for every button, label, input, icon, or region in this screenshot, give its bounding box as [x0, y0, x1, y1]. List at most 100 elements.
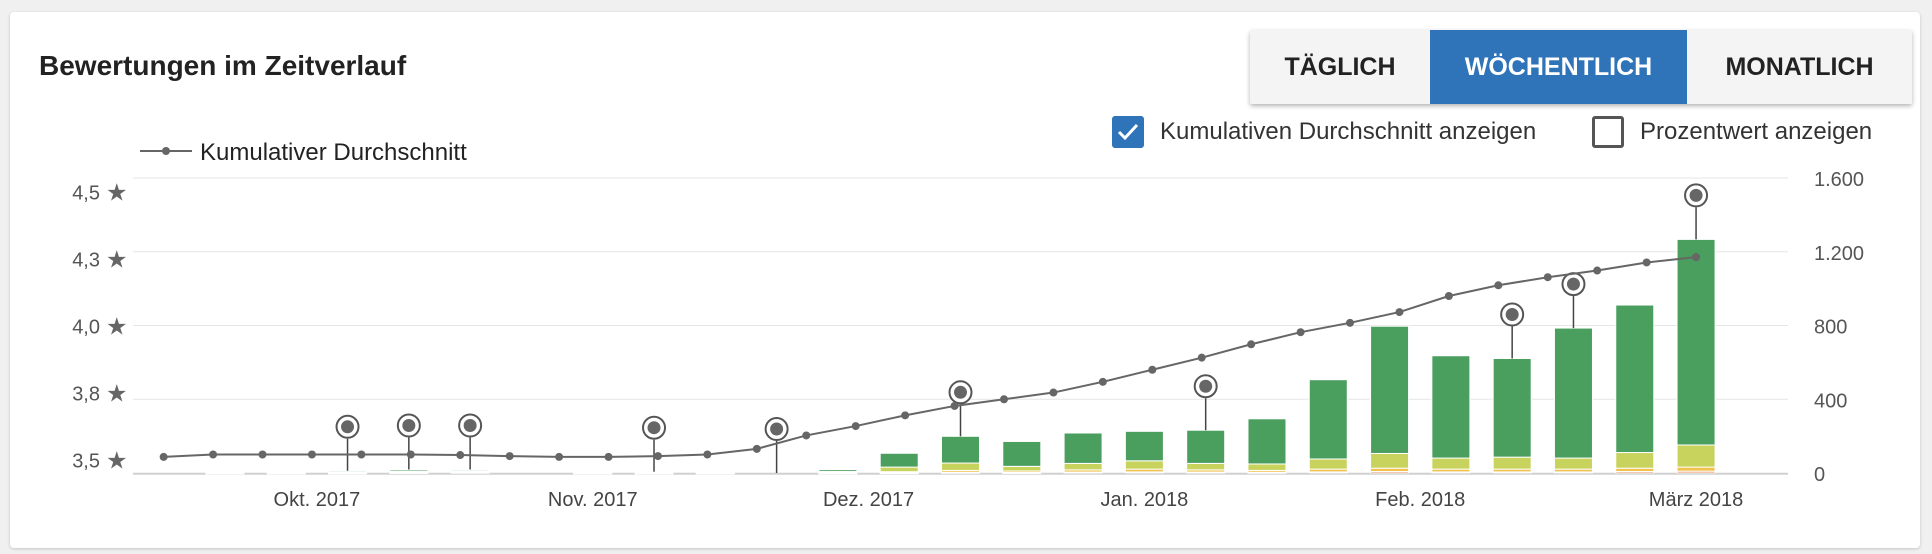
note-marker-icon	[1566, 277, 1580, 291]
bar-segment	[1553, 457, 1593, 470]
bar-segment	[1615, 304, 1655, 454]
cumulative-average-point	[851, 422, 860, 431]
bar-segment	[879, 466, 919, 473]
bar-segment	[1676, 444, 1716, 468]
bar-segment	[940, 462, 981, 471]
cumulative-average-point	[1098, 377, 1107, 386]
bar-segment	[1553, 327, 1593, 459]
bar-segment	[1615, 452, 1655, 469]
bar-segment	[450, 468, 490, 472]
note-marker-icon	[341, 420, 355, 434]
cumulative-average-point	[456, 451, 465, 460]
ratings-over-time-card: Bewertungen im Zeitverlauf TÄGLICH WÖCHE…	[10, 12, 1920, 548]
bar-segment	[1676, 466, 1716, 472]
note-marker-icon	[1689, 188, 1703, 202]
note-marker-icon	[402, 418, 416, 432]
note-marker-icon	[954, 385, 967, 399]
bar-segment	[1063, 432, 1103, 464]
bar-segment	[940, 435, 981, 464]
cumulative-average-point	[1543, 273, 1552, 282]
bar-segment	[1492, 358, 1532, 458]
cumulative-average-point	[1642, 258, 1651, 267]
period-monthly-button[interactable]: MONATLICH	[1687, 30, 1912, 104]
bar-segment	[573, 471, 613, 474]
bar-segment	[1186, 462, 1226, 471]
cumulative-average-point	[1148, 365, 1157, 374]
star-icon: ★	[106, 448, 128, 475]
right-tick-label: 1.600	[1814, 169, 1864, 191]
cumulative-average-point	[1049, 388, 1058, 397]
left-tick-label: 4,0	[72, 317, 100, 339]
percent-checkbox[interactable]	[1592, 116, 1624, 148]
bar-segment	[328, 470, 368, 473]
x-tick-label: Okt. 2017	[274, 489, 361, 511]
cumulative-label: Kumulativen Durchschnitt anzeigen	[1160, 118, 1537, 145]
cumulative-average-point	[802, 431, 811, 440]
legend: Kumulativer Durchschnitt	[140, 139, 467, 166]
cumulative-average-point	[406, 450, 415, 459]
left-tick-label: 3,8	[72, 384, 100, 406]
left-tick-label: 4,3	[72, 249, 100, 271]
star-icon: ★	[106, 314, 128, 341]
bar-segment	[1124, 460, 1164, 470]
percent-option[interactable]: Prozentwert anzeigen	[1592, 116, 1872, 148]
percent-label: Prozentwert anzeigen	[1640, 118, 1873, 145]
cumulative-average-point	[357, 450, 366, 459]
cumulative-average-point	[1395, 308, 1404, 317]
right-tick-label: 400	[1814, 390, 1847, 412]
x-tick-label: Dez. 2017	[823, 489, 914, 511]
bar-segment	[1308, 458, 1348, 470]
cumulative-checkbox[interactable]	[1112, 116, 1144, 148]
bar-segment	[1492, 456, 1532, 470]
star-icon: ★	[106, 246, 128, 273]
bar-segment	[1308, 379, 1348, 460]
period-daily-button[interactable]: TÄGLICH	[1250, 30, 1430, 104]
bar-segment	[205, 471, 245, 474]
ratings-chart: Kumulativer Durchschnitt 0 400 800 1.200 1.6…	[72, 139, 1864, 511]
bar-segment	[1002, 440, 1042, 467]
period-weekly-button[interactable]: WÖCHENTLICH	[1430, 30, 1687, 104]
bar-segment	[266, 471, 306, 474]
period-toggle: TÄGLICH WÖCHENTLICH MONATLICH	[1250, 30, 1912, 104]
cumulative-average-point	[703, 450, 712, 459]
cumulative-option[interactable]: Kumulativen Durchschnitt anzeigen	[1112, 116, 1536, 148]
chart-title: Bewertungen im Zeitverlauf	[39, 50, 407, 81]
bar-segment	[1247, 418, 1287, 465]
note-marker-icon	[1505, 308, 1519, 322]
cumulative-average-point	[258, 450, 267, 459]
cumulative-average-point	[604, 452, 613, 461]
cumulative-average-point	[209, 450, 218, 459]
bar-segment	[695, 471, 735, 474]
cumulative-average-point	[653, 452, 662, 461]
cumulative-average-point	[1346, 318, 1355, 327]
note-marker-icon	[463, 418, 477, 432]
right-tick-label: 0	[1814, 464, 1825, 486]
note-marker-icon	[647, 421, 661, 435]
x-tick-label: Feb. 2018	[1375, 489, 1465, 511]
cumulative-average-point	[901, 411, 910, 420]
x-tick-label: Jan. 2018	[1100, 489, 1188, 511]
bar-segment	[1186, 429, 1226, 464]
right-tick-label: 800	[1814, 317, 1847, 339]
cumulative-average-point	[1444, 292, 1453, 300]
cumulative-average-point	[1494, 281, 1503, 290]
cumulative-average-line	[163, 256, 1697, 458]
left-tick-label: 3,5	[72, 451, 100, 473]
bar-segment	[1431, 457, 1471, 470]
bar-segment	[389, 468, 429, 472]
note-marker-icon	[1199, 379, 1213, 393]
bar-segment	[1676, 238, 1716, 446]
cumulative-average-point	[555, 452, 564, 461]
cumulative-average-point	[159, 452, 168, 461]
bar-segment	[1247, 463, 1287, 471]
cumulative-average-point	[505, 452, 514, 461]
cumulative-average-point	[950, 401, 959, 410]
bar-segment	[1370, 452, 1410, 469]
x-tick-label: Nov. 2017	[548, 489, 638, 511]
bar-segment	[818, 469, 858, 473]
cumulative-average-point	[1593, 266, 1602, 275]
star-icon: ★	[106, 179, 128, 206]
bar-segment	[1124, 430, 1164, 462]
bar-segment	[1002, 465, 1042, 472]
cumulative-average-point	[752, 444, 761, 453]
